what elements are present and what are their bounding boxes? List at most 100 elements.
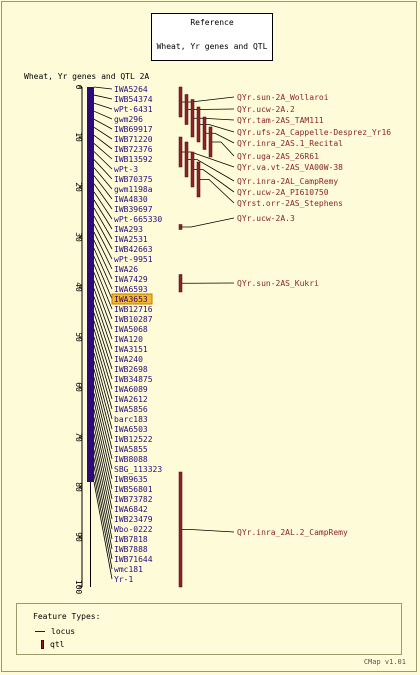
marker-label[interactable]: IWA26	[114, 265, 138, 274]
marker-connector	[93, 393, 113, 470]
marker-label[interactable]: IWA5856	[114, 405, 148, 414]
marker-label[interactable]: IWA120	[114, 335, 143, 344]
scale-tick-label: 20	[74, 182, 83, 192]
marker-connector	[93, 304, 113, 360]
map-title[interactable]: Wheat, Yr genes and QTL 2A	[24, 72, 150, 81]
marker-label[interactable]: wPt-9951	[114, 255, 153, 264]
qtl-label[interactable]: QYr.ufs-2A_Cappelle-Desprez_Yr16	[237, 128, 391, 137]
marker-label[interactable]: barc183	[114, 415, 148, 424]
qtl-bar[interactable]	[202, 116, 207, 150]
marker-connector	[93, 385, 113, 460]
marker-label[interactable]: IWB7818	[114, 535, 148, 544]
marker-label[interactable]: Wbo-0222	[114, 525, 153, 534]
qtl-bar[interactable]	[190, 99, 195, 138]
marker-label[interactable]: IWB69917	[114, 125, 153, 134]
marker-label[interactable]: wPt-665330	[114, 215, 162, 224]
qtl-label[interactable]: QYr.inra_2AL.2_CampRemy	[237, 528, 348, 537]
qtl-bar[interactable]	[178, 274, 183, 293]
marker-label[interactable]: IWA7429	[114, 275, 148, 284]
marker-connector	[93, 449, 113, 540]
marker-label[interactable]: IWB71644	[114, 555, 153, 564]
marker-label[interactable]: IWB2698	[114, 365, 148, 374]
marker-connector	[93, 352, 113, 420]
qtl-connector	[188, 108, 235, 110]
qtl-label[interactable]: QYr.tam-2AS_TAM111	[237, 116, 324, 125]
qtl-bar[interactable]	[184, 141, 189, 178]
qtl-label[interactable]: QYr.sun-2AS_Kukri	[237, 279, 319, 288]
qtl-bar[interactable]	[178, 136, 183, 168]
marker-label[interactable]: IWB13592	[114, 155, 153, 164]
marker-label[interactable]: IWA6089	[114, 385, 148, 394]
qtl-label[interactable]: QYr.inra_2AS.1_Recital	[237, 139, 343, 148]
qtl-bar[interactable]	[178, 224, 183, 230]
marker-label[interactable]: IWB7888	[114, 545, 148, 554]
marker-label[interactable]: IWB72376	[114, 145, 153, 154]
marker-label[interactable]: IWA5068	[114, 325, 148, 334]
qtl-label[interactable]: QYr.ucw-2A.2	[237, 105, 295, 114]
qtl-bar[interactable]	[196, 161, 201, 198]
marker-label[interactable]: IWA5855	[114, 445, 148, 454]
qtl-bar[interactable]	[184, 94, 189, 125]
marker-connector	[93, 126, 113, 140]
marker-label[interactable]: IWB39697	[114, 205, 153, 214]
qtl-bar[interactable]	[178, 86, 183, 118]
marker-label[interactable]: IWB8088	[114, 455, 148, 464]
marker-label[interactable]: gwm1198a	[114, 185, 153, 194]
qtl-label[interactable]: QYr.sun-2A_Wollaroi	[237, 93, 329, 102]
qtl-connector	[212, 141, 235, 157]
marker-label[interactable]: SBG_113323	[114, 465, 162, 474]
qtl-label[interactable]: QYr.va.vt-2AS_VA00W-38	[237, 163, 343, 172]
marker-label[interactable]: IWB70375	[114, 175, 153, 184]
qtl-bar[interactable]	[196, 106, 201, 143]
qtl-label[interactable]: QYrst.orr-2AS_Stephens	[237, 199, 343, 208]
marker-connector	[93, 143, 113, 160]
marker-label[interactable]: IWA3653	[114, 295, 148, 304]
marker-connector	[93, 223, 113, 260]
qtl-bar[interactable]	[208, 126, 213, 158]
marker-label[interactable]: IWB34875	[114, 375, 153, 384]
marker-label[interactable]: IWA2612	[114, 395, 148, 404]
marker-label[interactable]: IWA240	[114, 355, 143, 364]
marker-connector	[93, 425, 113, 510]
marker-label[interactable]: IWB12522	[114, 435, 153, 444]
marker-label[interactable]: IWB71220	[114, 135, 153, 144]
marker-connector	[93, 288, 113, 340]
marker-connector	[93, 401, 113, 480]
marker-label[interactable]: IWA6842	[114, 505, 148, 514]
marker-label[interactable]: IWA4830	[114, 195, 148, 204]
chromosome-bar[interactable]	[87, 87, 94, 482]
marker-label[interactable]: IWB73782	[114, 495, 153, 504]
marker-connector	[93, 231, 113, 270]
marker-label[interactable]: IWB56801	[114, 485, 153, 494]
marker-label[interactable]: IWB10287	[114, 315, 153, 324]
highlighted-marker-box	[111, 293, 153, 305]
marker-label[interactable]: IWB42663	[114, 245, 153, 254]
marker-label[interactable]: IWA293	[114, 225, 143, 234]
marker-connector	[93, 248, 113, 290]
linkage-map: 0102030405060708090100IWA5264IWB54374wPt…	[74, 85, 391, 595]
qtl-bar[interactable]	[178, 471, 183, 588]
marker-connector	[93, 239, 113, 280]
qtl-connector	[182, 96, 235, 103]
qtl-label[interactable]: QYr.ucw-2A.3	[237, 214, 295, 223]
qtl-label[interactable]: QYr.ucw-2A_PI610750	[237, 188, 329, 197]
marker-label[interactable]: wmc181	[114, 565, 143, 574]
reference-subtitle: Wheat, Yr genes and QTL	[156, 42, 268, 51]
qtl-label[interactable]: QYr.inra-2AL_CampRemy	[237, 177, 338, 186]
qtl-label[interactable]: QYr.uga-2AS_26R61	[237, 152, 319, 161]
marker-label[interactable]: Yr-1	[114, 575, 133, 584]
marker-label[interactable]: IWA3151	[114, 345, 148, 354]
marker-label[interactable]: wPt-6431	[114, 105, 153, 114]
marker-label[interactable]: IWA2531	[114, 235, 148, 244]
marker-label[interactable]: IWA6503	[114, 425, 148, 434]
marker-label[interactable]: IWA6593	[114, 285, 148, 294]
marker-label[interactable]: IWB9635	[114, 475, 148, 484]
marker-label[interactable]: IWB54374	[114, 95, 153, 104]
marker-connector	[93, 336, 113, 400]
marker-label[interactable]: IWB23479	[114, 515, 153, 524]
marker-label[interactable]: gwm296	[114, 115, 143, 124]
marker-label[interactable]: IWB12716	[114, 305, 153, 314]
qtl-bar[interactable]	[190, 151, 195, 188]
marker-label[interactable]: IWA5264	[114, 85, 148, 94]
marker-label[interactable]: wPt-3	[114, 165, 138, 174]
